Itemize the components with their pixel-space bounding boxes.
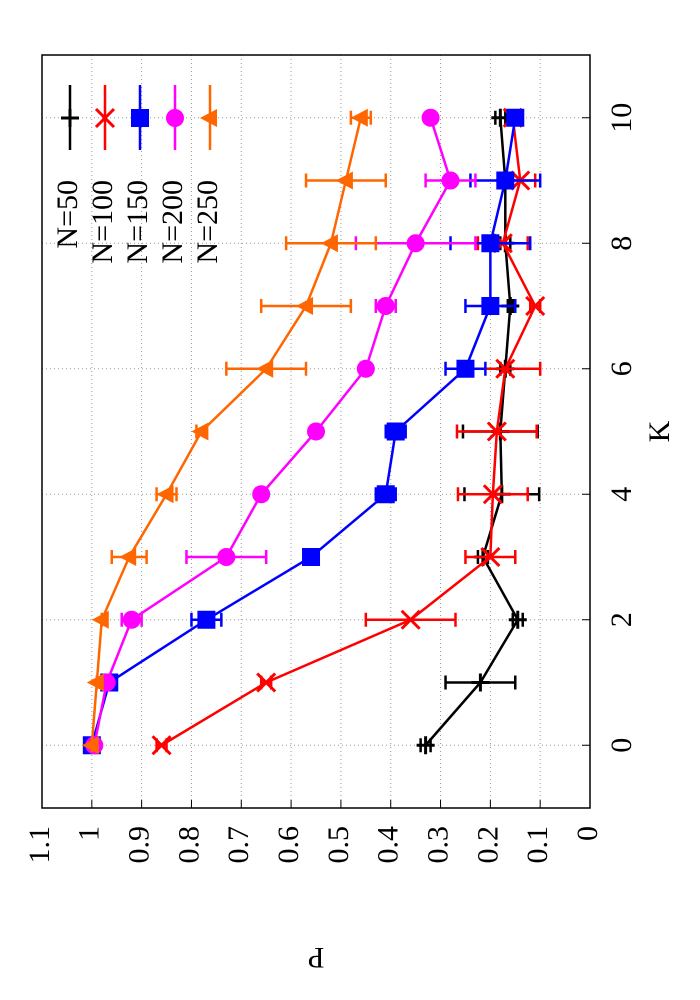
marker	[376, 297, 395, 315]
y-axis-label: P	[308, 941, 325, 974]
marker	[406, 234, 425, 253]
legend-label: N=100	[86, 180, 119, 264]
x-tick-label: 6	[605, 361, 638, 376]
legend-label: N=150	[121, 180, 154, 264]
marker	[480, 546, 501, 568]
x-tick-label: 0	[605, 738, 638, 753]
x-tick-label: 2	[605, 612, 638, 627]
marker	[151, 735, 172, 756]
marker	[119, 548, 137, 566]
plot-border	[41, 54, 591, 809]
marker	[496, 171, 515, 190]
marker	[400, 609, 421, 630]
x-tick-label: 4	[605, 487, 638, 502]
y-tick-label: 0.3	[421, 826, 454, 864]
marker	[376, 485, 395, 504]
marker	[91, 610, 109, 629]
marker	[421, 108, 440, 127]
marker	[416, 736, 435, 755]
marker	[350, 108, 368, 127]
marker	[156, 485, 174, 504]
x-tick-label: 8	[605, 236, 638, 251]
marker	[481, 297, 500, 315]
x-axis-label: K	[643, 420, 676, 442]
marker	[296, 297, 314, 315]
x-tick-label: 10	[605, 103, 638, 133]
marker	[471, 673, 490, 692]
y-tick-label: 0.2	[471, 826, 504, 864]
legend-marker	[200, 109, 217, 127]
marker	[456, 359, 475, 378]
legend-marker	[131, 109, 149, 127]
marker	[197, 610, 216, 629]
legend-marker	[94, 107, 116, 129]
marker	[508, 610, 527, 629]
y-tick-label: 0.4	[372, 826, 405, 864]
marker	[386, 422, 405, 441]
legend-label: N=50	[51, 180, 84, 249]
marker	[506, 108, 525, 127]
y-tick-label: 0.5	[322, 826, 355, 864]
y-tick-label: 0.9	[123, 826, 156, 864]
marker	[252, 485, 271, 504]
marker	[320, 234, 338, 253]
y-tick-label: 0.1	[521, 826, 554, 864]
legend-marker	[166, 109, 184, 127]
marker	[256, 672, 277, 693]
marker	[191, 422, 209, 441]
legend-label: N=200	[156, 180, 189, 264]
marker	[495, 358, 516, 379]
y-tick-label: 1	[73, 826, 106, 841]
marker	[525, 295, 546, 317]
legend-marker	[61, 109, 79, 127]
plot-rotated: K P 0 0.1 0.2 0.3 0.4 0.5 0.6 0.7 0.8 0.9 1 1.1 0 2 4 6…	[23, 54, 676, 974]
y-tick-label: 1.1	[23, 826, 56, 864]
marker	[307, 422, 325, 441]
marker	[486, 421, 507, 442]
legend-label: N=250	[191, 180, 224, 264]
y-tick-label: 0.7	[222, 826, 255, 864]
marker	[441, 171, 460, 190]
marker	[217, 548, 236, 566]
marker	[335, 171, 353, 190]
marker	[481, 234, 500, 253]
marker	[302, 548, 321, 566]
marker	[356, 359, 375, 378]
marker	[86, 673, 104, 692]
marker	[122, 610, 141, 629]
marker	[256, 359, 274, 378]
y-tick-label: 0.8	[172, 826, 205, 864]
y-tick-label: 0	[571, 826, 604, 841]
marker	[81, 736, 99, 755]
marker	[482, 484, 503, 505]
y-tick-label: 0.6	[272, 826, 305, 864]
